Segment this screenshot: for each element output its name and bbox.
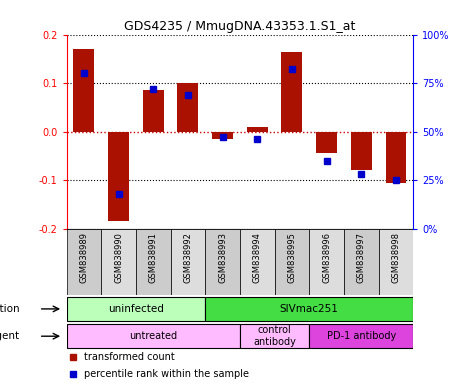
Bar (282, 51, 302, 132)
Bar (309, 228, 344, 295)
Text: transformed count: transformed count (84, 353, 175, 362)
Text: agent: agent (0, 331, 19, 341)
Title: GDS4235 / MmugDNA.43353.1.S1_at: GDS4235 / MmugDNA.43353.1.S1_at (124, 20, 356, 33)
Text: GSM838996: GSM838996 (322, 232, 331, 283)
Text: GSM838997: GSM838997 (357, 232, 366, 283)
Bar (212, 132, 233, 139)
Text: GSM838989: GSM838989 (79, 232, 88, 283)
Bar (240, 228, 275, 295)
Bar (136, 228, 171, 295)
Text: percentile rank within the sample: percentile rank within the sample (84, 369, 249, 379)
Bar (178, 83, 198, 132)
Text: PD-1 antibody: PD-1 antibody (327, 331, 396, 341)
Text: GSM838992: GSM838992 (183, 232, 192, 283)
Bar (205, 296, 413, 321)
Bar (379, 228, 413, 295)
Text: GSM838995: GSM838995 (287, 232, 296, 283)
Text: infection: infection (0, 304, 19, 314)
Text: SIVmac251: SIVmac251 (280, 304, 339, 314)
Text: GSM838990: GSM838990 (114, 232, 123, 283)
Bar (275, 228, 309, 295)
Bar (101, 228, 136, 295)
Bar (143, 90, 163, 132)
Text: control
antibody: control antibody (253, 325, 296, 347)
Bar (108, 132, 129, 221)
Bar (74, 49, 94, 132)
Bar (66, 228, 101, 295)
Text: GSM838991: GSM838991 (149, 232, 158, 283)
Bar (309, 324, 413, 349)
Bar (240, 324, 309, 349)
Bar (316, 132, 337, 153)
Text: GSM838993: GSM838993 (218, 232, 227, 283)
Bar (344, 228, 379, 295)
Bar (205, 228, 240, 295)
Text: uninfected: uninfected (108, 304, 164, 314)
Text: untreated: untreated (129, 331, 177, 341)
Bar (66, 324, 240, 349)
Bar (66, 296, 205, 321)
Bar (171, 228, 205, 295)
Bar (351, 132, 371, 170)
Bar (247, 127, 267, 132)
Text: GSM838994: GSM838994 (253, 232, 262, 283)
Bar (386, 132, 406, 182)
Text: GSM838998: GSM838998 (391, 232, 400, 283)
